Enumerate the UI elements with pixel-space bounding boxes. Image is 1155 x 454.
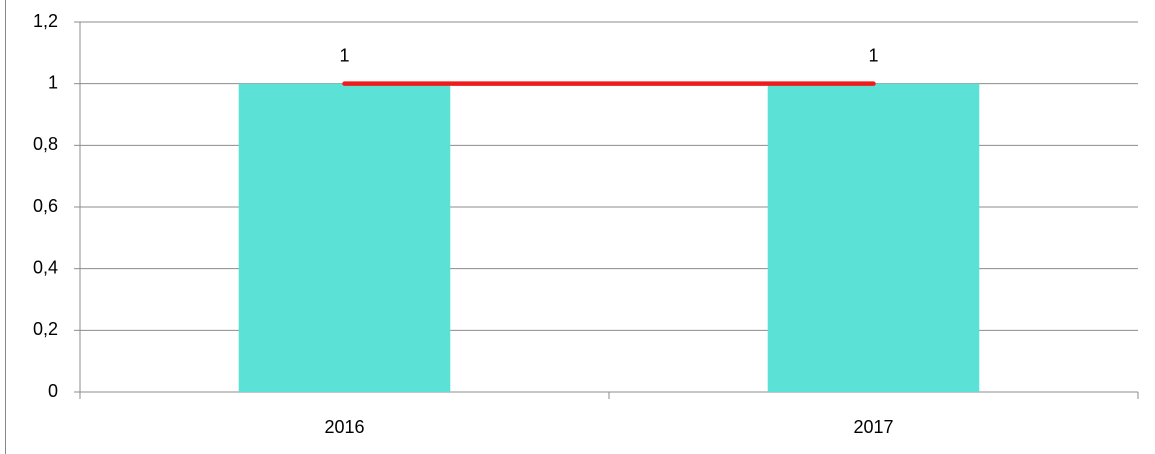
y-tick-label: 0,6 bbox=[33, 196, 58, 216]
y-tick-label: 1,2 bbox=[33, 11, 58, 31]
y-tick-label: 0 bbox=[48, 381, 58, 401]
y-tick-label: 1 bbox=[48, 72, 58, 92]
y-tick-label: 0,8 bbox=[33, 134, 58, 154]
x-tick-label: 2016 bbox=[324, 417, 364, 437]
y-tick-label: 0,4 bbox=[33, 257, 58, 277]
y-tick-label: 0,2 bbox=[33, 319, 58, 339]
bar bbox=[767, 83, 980, 393]
bar bbox=[238, 83, 451, 393]
data-label: 1 bbox=[868, 45, 878, 65]
x-tick-label: 2017 bbox=[853, 417, 893, 437]
data-label: 1 bbox=[339, 45, 349, 65]
